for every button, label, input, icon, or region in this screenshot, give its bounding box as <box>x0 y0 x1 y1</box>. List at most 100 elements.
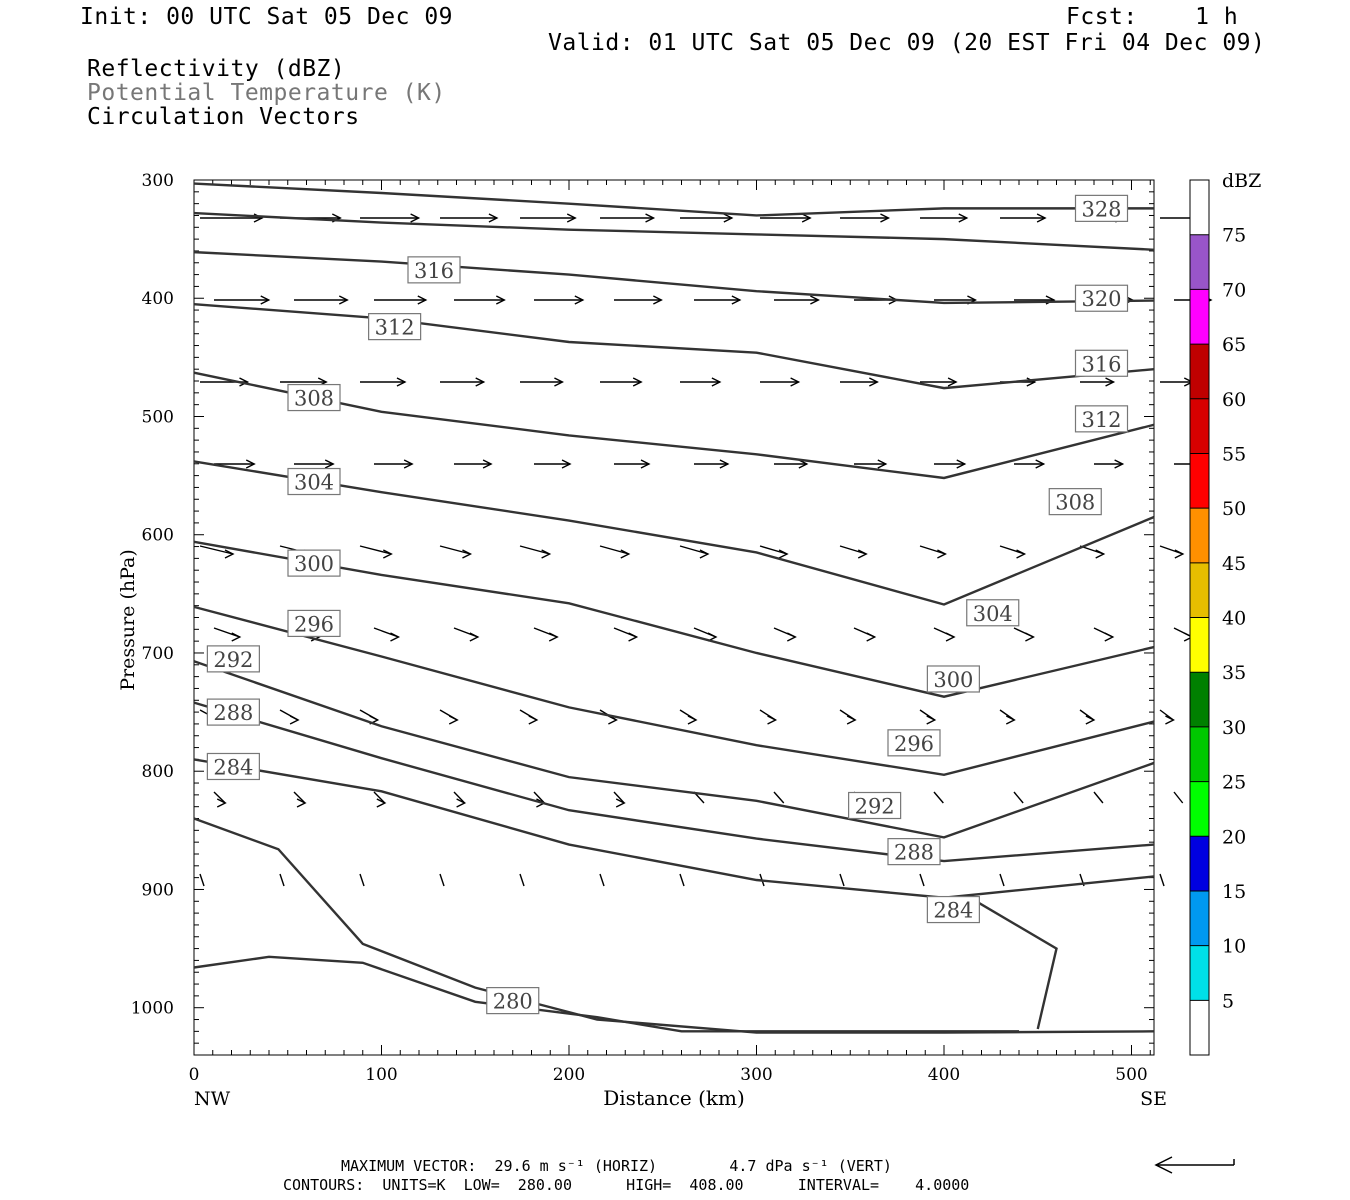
isentrope-label: 300 <box>287 549 341 577</box>
y-tick-label: 600 <box>142 526 174 546</box>
svg-text:296: 296 <box>894 732 934 756</box>
legend-title: dBZ <box>1222 170 1261 192</box>
legend-level-label: 15 <box>1222 881 1246 903</box>
wind-vector <box>920 213 969 223</box>
isentrope-label: 288 <box>206 698 260 726</box>
wind-vector <box>199 873 205 887</box>
reference-vector-arrow <box>1154 1156 1235 1174</box>
y-tick-label: 300 <box>142 171 174 191</box>
isentrope-label: 296 <box>287 609 341 638</box>
legend-swatch <box>1190 180 1209 235</box>
wind-vector <box>359 545 393 559</box>
wind-vector <box>454 459 493 469</box>
wind-vector <box>680 377 722 387</box>
x-tick-label: 500 <box>1115 1065 1147 1085</box>
x-axis-label: Distance (km) <box>603 1086 745 1110</box>
wind-vector <box>614 459 651 469</box>
wind-vector <box>759 545 789 559</box>
wind-vector <box>1159 873 1165 887</box>
legend-swatch <box>1190 398 1209 454</box>
wind-vector <box>1093 791 1104 804</box>
svg-text:292: 292 <box>855 795 895 819</box>
isentrope-label: 312 <box>368 313 422 341</box>
wind-vector <box>839 545 868 559</box>
wind-vector <box>919 709 937 725</box>
legend-level-label: 60 <box>1222 389 1246 411</box>
wind-vector <box>360 213 421 223</box>
isentrope-label: 284 <box>206 752 260 781</box>
svg-text:288: 288 <box>894 841 934 865</box>
legend-level-label: 30 <box>1222 717 1246 739</box>
wind-vector <box>520 213 577 223</box>
y-tick-label: 700 <box>142 644 174 664</box>
wind-vector <box>839 709 857 725</box>
wind-vector <box>440 377 486 387</box>
wind-vector <box>919 873 925 887</box>
legend-level-label: 40 <box>1222 608 1246 630</box>
y-tick-label: 900 <box>142 880 174 900</box>
wind-vector <box>440 213 499 223</box>
isentrope-label: 292 <box>848 791 902 820</box>
wind-vector <box>1173 791 1184 804</box>
wind-vector <box>294 295 349 305</box>
axis-labels: Pressure (hPa) Distance (km) NW SE <box>117 549 1167 1110</box>
wind-vector <box>839 873 845 887</box>
wind-vector <box>1159 545 1185 559</box>
svg-text:300: 300 <box>933 668 973 692</box>
isentrope-284 <box>193 817 1155 1034</box>
x-tick-label: 100 <box>365 1065 397 1085</box>
svg-text:316: 316 <box>1081 352 1121 376</box>
wind-vector <box>519 873 525 887</box>
isentrope-324 <box>193 211 1155 251</box>
axis-ticks: 0 100 200 300 400 500 300 400 500 600 700 800 900 100… <box>131 171 1154 1085</box>
svg-text:304: 304 <box>973 602 1013 626</box>
y-tick-label: 400 <box>142 289 174 309</box>
isentrope-label: 320 <box>1074 284 1129 312</box>
wind-vector <box>679 873 685 887</box>
isentrope-316 <box>193 302 1155 390</box>
isentrope-label: 288 <box>887 838 941 866</box>
svg-text:312: 312 <box>375 316 415 340</box>
valid-time: Valid: 01 UTC Sat 05 Dec 09 (20 EST Fri … <box>548 30 1266 56</box>
legend-swatch <box>1190 234 1209 290</box>
legend-level-label: 55 <box>1222 443 1246 465</box>
wind-vector <box>999 873 1005 887</box>
wind-vector <box>359 873 365 887</box>
wind-vector <box>1013 627 1035 642</box>
wind-vector <box>534 295 585 305</box>
legend-level-label: 20 <box>1222 826 1246 848</box>
isentrope-296 <box>193 660 1155 839</box>
isentrope-label: 300 <box>926 665 980 693</box>
wind-vector <box>599 873 605 887</box>
svg-text:312: 312 <box>1081 408 1121 432</box>
isentrope-320 <box>193 250 1155 305</box>
wind-vector <box>760 377 801 387</box>
legend-swatch <box>1190 562 1209 618</box>
wind-vector <box>679 545 710 559</box>
isentrope-label: 308 <box>287 383 341 412</box>
svg-text:296: 296 <box>294 612 334 636</box>
legend-level-label: 25 <box>1222 772 1246 794</box>
wind-vector <box>213 791 227 808</box>
wind-vector <box>694 459 730 469</box>
wind-vector <box>999 709 1016 725</box>
isentrope-280 <box>193 955 1019 1033</box>
wind-vector <box>1160 377 1194 387</box>
wind-vector <box>533 791 546 808</box>
wind-vector <box>760 213 812 223</box>
y-tick-label: 500 <box>142 407 174 427</box>
legend-swatch <box>1190 344 1209 399</box>
legend-swatch <box>1190 617 1209 673</box>
wind-vector <box>920 377 958 387</box>
wind-vector <box>519 545 552 559</box>
field-reflectivity: Reflectivity (dBZ) <box>87 56 346 82</box>
field-circulation-vectors: Circulation Vectors <box>87 104 360 130</box>
wind-vector <box>279 873 285 887</box>
wind-vector <box>214 295 271 305</box>
wind-vector <box>840 213 891 223</box>
legend-level-label: 65 <box>1222 334 1246 356</box>
wind-vector <box>933 627 956 642</box>
svg-text:300: 300 <box>294 552 334 576</box>
legend-swatch <box>1190 508 1209 563</box>
